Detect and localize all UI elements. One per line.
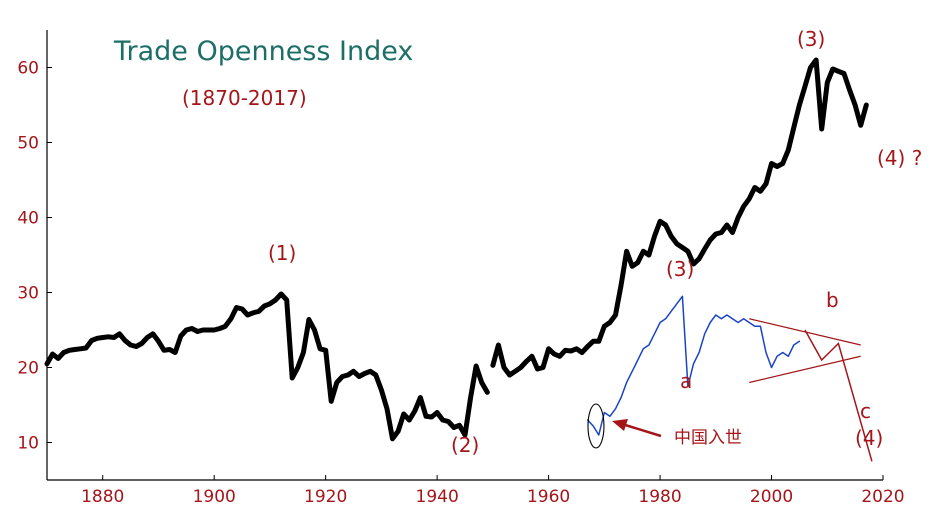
x-tick-label: 1940 — [416, 487, 459, 507]
annotation-labels: (1) (2) (3) (3) (4) ? a b c (4) 中国入世 — [268, 27, 922, 457]
y-tick-label: 40 — [17, 209, 39, 229]
annotation-overlay — [587, 318, 873, 462]
y-tick-label: 30 — [17, 284, 39, 304]
detail-series-line — [586, 295, 801, 436]
triangle-lower-line — [749, 355, 861, 384]
triangle-upper-line — [749, 318, 861, 346]
wave-2-label: (2) — [451, 433, 479, 457]
wave-4-label: (4) — [855, 426, 883, 450]
x-tick-label: 2020 — [861, 487, 904, 507]
x-tick-label: 1980 — [638, 487, 681, 507]
wave-1-label: (1) — [268, 241, 296, 265]
x-tick-label: 2000 — [750, 487, 793, 507]
arrow-head — [612, 419, 628, 431]
highlight-ellipse — [587, 403, 605, 449]
wave-b-label: b — [826, 288, 839, 312]
wave-3-main-label: (3) — [797, 27, 825, 51]
wave-3-detail-label: (3) — [666, 257, 694, 281]
chart-subtitle: (1870-2017) — [182, 86, 307, 110]
axes: 10 20 30 40 50 60 1880 1900 1920 1940 1960 1980 2000… — [17, 30, 905, 507]
chart-title: Trade Openness Index — [114, 36, 414, 67]
wave-zigzag — [804, 329, 873, 462]
y-tick-label: 10 — [17, 434, 39, 454]
x-tick-label: 1960 — [527, 487, 570, 507]
y-tick-label: 60 — [17, 59, 39, 79]
series-group — [44, 57, 869, 442]
wave-c-label: c — [860, 399, 871, 423]
wave-4-question-label: (4) ? — [877, 146, 922, 170]
main-series-line-1870-1949 — [44, 291, 490, 442]
wave-a-label: a — [680, 369, 692, 393]
y-tick-label: 50 — [17, 134, 39, 154]
x-tick-label: 1880 — [81, 487, 124, 507]
y-tick-label: 20 — [17, 359, 39, 379]
main-series-line-1950-2017 — [490, 57, 869, 378]
x-tick-label: 1900 — [193, 487, 236, 507]
arrow-shaft — [621, 422, 662, 438]
x-tick-label: 1920 — [304, 487, 347, 507]
china-wto-label: 中国入世 — [674, 428, 742, 448]
